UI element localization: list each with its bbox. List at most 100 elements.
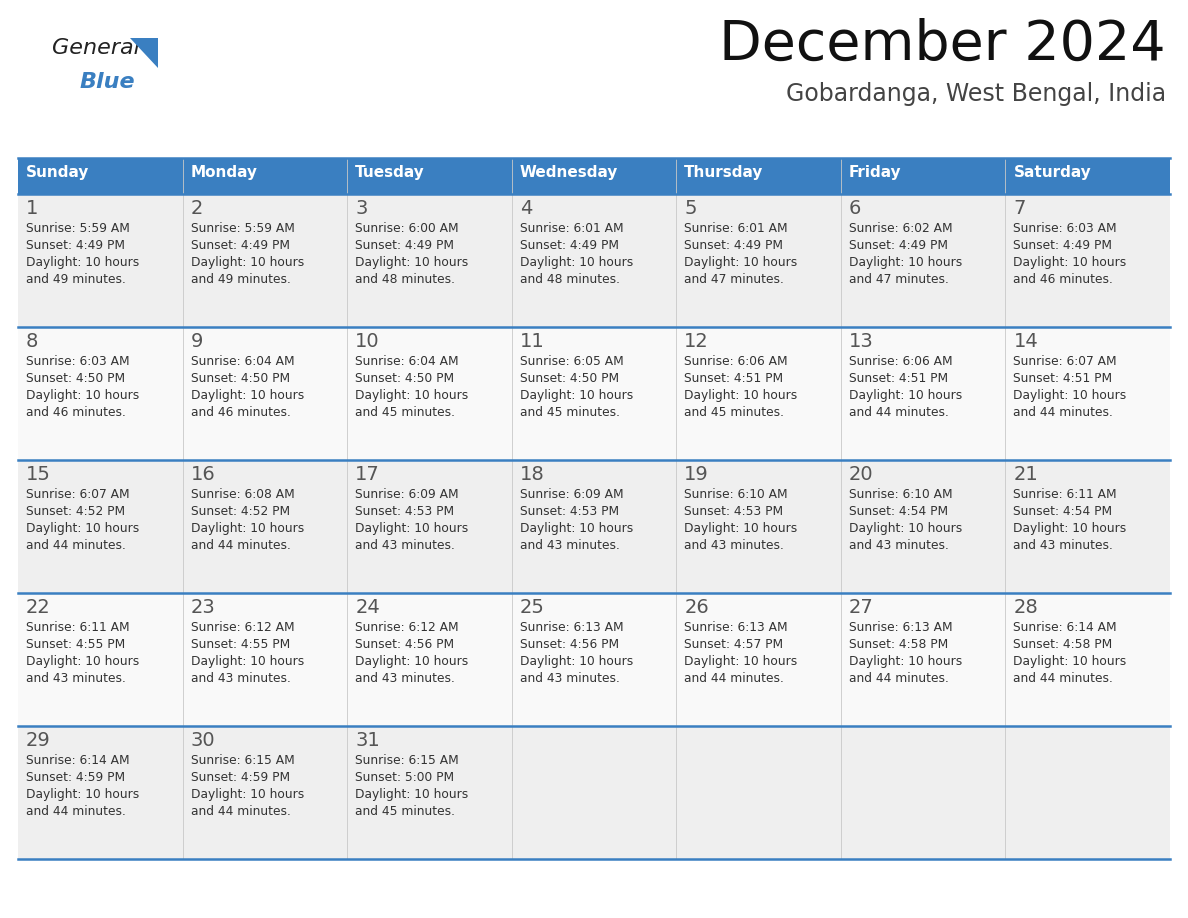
Text: and 44 minutes.: and 44 minutes. bbox=[1013, 672, 1113, 685]
Text: Daylight: 10 hours: Daylight: 10 hours bbox=[519, 655, 633, 668]
Text: Sunrise: 6:13 AM: Sunrise: 6:13 AM bbox=[519, 621, 624, 634]
Text: Sunrise: 6:09 AM: Sunrise: 6:09 AM bbox=[519, 488, 624, 501]
Bar bbox=[18, 726, 183, 859]
Bar bbox=[18, 460, 183, 593]
Text: 13: 13 bbox=[849, 332, 873, 351]
Text: Thursday: Thursday bbox=[684, 165, 764, 180]
Text: Sunrise: 6:11 AM: Sunrise: 6:11 AM bbox=[1013, 488, 1117, 501]
Text: Sunset: 4:49 PM: Sunset: 4:49 PM bbox=[849, 239, 948, 252]
Text: and 45 minutes.: and 45 minutes. bbox=[519, 406, 620, 419]
Text: Daylight: 10 hours: Daylight: 10 hours bbox=[1013, 389, 1126, 402]
Text: Daylight: 10 hours: Daylight: 10 hours bbox=[190, 389, 304, 402]
Text: Sunset: 4:53 PM: Sunset: 4:53 PM bbox=[684, 505, 783, 518]
Text: 30: 30 bbox=[190, 731, 215, 750]
Text: Sunrise: 6:06 AM: Sunrise: 6:06 AM bbox=[849, 355, 953, 368]
Text: Daylight: 10 hours: Daylight: 10 hours bbox=[849, 522, 962, 535]
Text: 16: 16 bbox=[190, 465, 215, 484]
Bar bbox=[841, 194, 1005, 327]
Text: 14: 14 bbox=[1013, 332, 1038, 351]
Text: and 43 minutes.: and 43 minutes. bbox=[519, 672, 620, 685]
Text: 28: 28 bbox=[1013, 598, 1038, 617]
Bar bbox=[1005, 460, 1170, 593]
Bar bbox=[512, 194, 676, 327]
Text: 12: 12 bbox=[684, 332, 709, 351]
Text: and 44 minutes.: and 44 minutes. bbox=[26, 539, 126, 552]
Text: Daylight: 10 hours: Daylight: 10 hours bbox=[355, 788, 468, 801]
Text: Sunset: 4:53 PM: Sunset: 4:53 PM bbox=[519, 505, 619, 518]
Text: Sunrise: 6:12 AM: Sunrise: 6:12 AM bbox=[190, 621, 295, 634]
Text: Daylight: 10 hours: Daylight: 10 hours bbox=[1013, 655, 1126, 668]
Text: and 48 minutes.: and 48 minutes. bbox=[519, 273, 620, 286]
Text: Daylight: 10 hours: Daylight: 10 hours bbox=[355, 655, 468, 668]
Text: Sunrise: 6:13 AM: Sunrise: 6:13 AM bbox=[849, 621, 953, 634]
Text: Sunset: 4:51 PM: Sunset: 4:51 PM bbox=[1013, 372, 1112, 385]
Text: Sunrise: 6:08 AM: Sunrise: 6:08 AM bbox=[190, 488, 295, 501]
Text: 5: 5 bbox=[684, 199, 697, 218]
Bar bbox=[183, 460, 347, 593]
Text: Sunset: 4:54 PM: Sunset: 4:54 PM bbox=[849, 505, 948, 518]
Bar bbox=[676, 460, 841, 593]
Text: Daylight: 10 hours: Daylight: 10 hours bbox=[684, 522, 797, 535]
Text: General: General bbox=[52, 38, 140, 58]
Text: 20: 20 bbox=[849, 465, 873, 484]
Text: Sunrise: 6:04 AM: Sunrise: 6:04 AM bbox=[190, 355, 295, 368]
Text: Monday: Monday bbox=[190, 165, 258, 180]
Text: and 43 minutes.: and 43 minutes. bbox=[684, 539, 784, 552]
Text: Daylight: 10 hours: Daylight: 10 hours bbox=[519, 522, 633, 535]
Text: and 43 minutes.: and 43 minutes. bbox=[190, 672, 290, 685]
Bar bbox=[841, 726, 1005, 859]
Text: Sunrise: 5:59 AM: Sunrise: 5:59 AM bbox=[26, 222, 129, 235]
Text: Sunset: 4:50 PM: Sunset: 4:50 PM bbox=[355, 372, 454, 385]
Text: Friday: Friday bbox=[849, 165, 902, 180]
Text: 18: 18 bbox=[519, 465, 544, 484]
Bar bbox=[1005, 726, 1170, 859]
Text: 9: 9 bbox=[190, 332, 203, 351]
Text: Sunset: 4:55 PM: Sunset: 4:55 PM bbox=[190, 638, 290, 651]
Text: Daylight: 10 hours: Daylight: 10 hours bbox=[355, 256, 468, 269]
Text: Sunset: 4:56 PM: Sunset: 4:56 PM bbox=[519, 638, 619, 651]
Bar bbox=[676, 194, 841, 327]
Bar bbox=[183, 726, 347, 859]
Text: Gobardanga, West Bengal, India: Gobardanga, West Bengal, India bbox=[786, 82, 1165, 106]
Text: Sunset: 5:00 PM: Sunset: 5:00 PM bbox=[355, 771, 454, 784]
Bar bbox=[18, 158, 1170, 194]
Text: Daylight: 10 hours: Daylight: 10 hours bbox=[849, 256, 962, 269]
Text: and 44 minutes.: and 44 minutes. bbox=[26, 805, 126, 818]
Bar bbox=[1005, 593, 1170, 726]
Text: and 43 minutes.: and 43 minutes. bbox=[355, 672, 455, 685]
Bar bbox=[676, 593, 841, 726]
Bar bbox=[841, 460, 1005, 593]
Text: Sunset: 4:49 PM: Sunset: 4:49 PM bbox=[355, 239, 454, 252]
Text: Sunset: 4:50 PM: Sunset: 4:50 PM bbox=[26, 372, 125, 385]
Text: Daylight: 10 hours: Daylight: 10 hours bbox=[190, 522, 304, 535]
Text: Sunrise: 5:59 AM: Sunrise: 5:59 AM bbox=[190, 222, 295, 235]
Text: and 44 minutes.: and 44 minutes. bbox=[849, 406, 949, 419]
Bar bbox=[512, 460, 676, 593]
Text: 23: 23 bbox=[190, 598, 215, 617]
Text: Daylight: 10 hours: Daylight: 10 hours bbox=[1013, 522, 1126, 535]
Text: Sunset: 4:51 PM: Sunset: 4:51 PM bbox=[849, 372, 948, 385]
Bar bbox=[676, 726, 841, 859]
Bar bbox=[347, 327, 512, 460]
Text: 24: 24 bbox=[355, 598, 380, 617]
Text: Sunset: 4:53 PM: Sunset: 4:53 PM bbox=[355, 505, 454, 518]
Text: and 43 minutes.: and 43 minutes. bbox=[1013, 539, 1113, 552]
Text: Sunrise: 6:14 AM: Sunrise: 6:14 AM bbox=[26, 754, 129, 767]
Text: and 45 minutes.: and 45 minutes. bbox=[355, 805, 455, 818]
Text: 6: 6 bbox=[849, 199, 861, 218]
Text: Daylight: 10 hours: Daylight: 10 hours bbox=[684, 655, 797, 668]
Text: 17: 17 bbox=[355, 465, 380, 484]
Text: Daylight: 10 hours: Daylight: 10 hours bbox=[684, 256, 797, 269]
Text: 29: 29 bbox=[26, 731, 51, 750]
Text: and 44 minutes.: and 44 minutes. bbox=[190, 805, 290, 818]
Text: Sunset: 4:56 PM: Sunset: 4:56 PM bbox=[355, 638, 454, 651]
Text: Daylight: 10 hours: Daylight: 10 hours bbox=[190, 655, 304, 668]
Bar bbox=[18, 327, 183, 460]
Text: Daylight: 10 hours: Daylight: 10 hours bbox=[26, 389, 139, 402]
Text: and 44 minutes.: and 44 minutes. bbox=[1013, 406, 1113, 419]
Bar bbox=[347, 726, 512, 859]
Text: 31: 31 bbox=[355, 731, 380, 750]
Text: and 43 minutes.: and 43 minutes. bbox=[519, 539, 620, 552]
Text: 1: 1 bbox=[26, 199, 38, 218]
Text: Blue: Blue bbox=[80, 72, 135, 92]
